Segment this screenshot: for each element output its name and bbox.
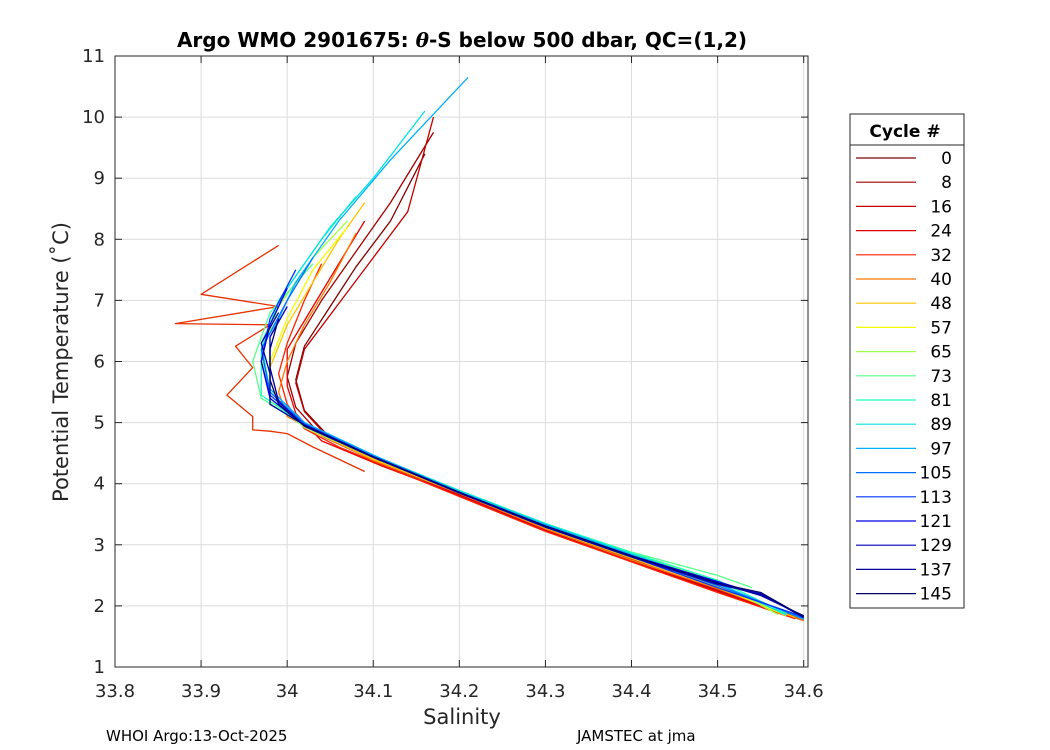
x-tick-label: 34.1 — [353, 681, 393, 702]
legend-label: 105 — [920, 464, 952, 484]
chart-title: Argo WMO 2901675: θ-S below 500 dbar, QC… — [177, 28, 747, 52]
legend-label: 137 — [920, 560, 952, 580]
legend-label: 113 — [920, 488, 952, 508]
legend-label: 57 — [930, 318, 952, 338]
series-lines — [174, 76, 805, 622]
y-tick-label: 11 — [82, 46, 105, 67]
series-line — [269, 76, 804, 620]
x-tick-label: 34.5 — [698, 681, 738, 702]
legend: Cycle # 0 8 16 24 32 40 48 57 65 73 81 89 97 105 113 12… — [849, 113, 965, 609]
legend-label: 16 — [930, 197, 952, 217]
legend-label: 8 — [941, 173, 952, 193]
y-tick-label: 3 — [94, 535, 105, 556]
chart-title-part-2: -S below 500 dbar, QC=(1,2) — [429, 28, 747, 52]
x-tick-label: 34 — [276, 681, 299, 702]
y-tick-label: 7 — [94, 290, 105, 311]
series-line — [277, 263, 796, 620]
legend-label: 0 — [941, 149, 952, 169]
series-line — [174, 244, 365, 473]
legend-label: 32 — [930, 246, 952, 266]
legend-label: 129 — [920, 536, 952, 556]
legend-label: 24 — [930, 222, 952, 242]
legend-label: 65 — [930, 343, 952, 363]
legend-label: 81 — [930, 391, 952, 411]
y-tick-label: 10 — [82, 107, 105, 128]
y-tick-label: 1 — [94, 657, 105, 678]
legend-entries: 0 8 16 24 32 40 48 57 65 73 81 89 97 105 113 121 129 137 1… — [856, 149, 952, 605]
legend-label: 145 — [920, 585, 952, 605]
legend-title: Cycle # — [869, 122, 940, 142]
series-line — [269, 318, 805, 618]
legend-box — [849, 113, 965, 609]
x-axis-ticks: 33.8 33.9 34 34.1 34.2 34.3 34.4 34.5 34.6 — [95, 56, 824, 702]
y-tick-label: 8 — [94, 229, 105, 250]
x-tick-label: 34.2 — [439, 681, 479, 702]
y-axis-label: Potential Temperature (˚C) — [49, 222, 73, 502]
x-tick-label: 34.3 — [525, 681, 565, 702]
footer-left: WHOI Argo:13-Oct-2025 — [106, 727, 287, 745]
x-tick-label: 34.6 — [784, 681, 824, 702]
legend-label: 48 — [930, 294, 952, 314]
y-tick-label: 2 — [94, 596, 105, 617]
y-tick-label: 5 — [94, 413, 105, 434]
y-axis-ticks: 1 2 3 4 5 6 7 8 9 10 11 — [82, 46, 808, 678]
y-tick-label: 9 — [94, 168, 105, 189]
chart-title-theta: θ — [416, 28, 430, 52]
x-tick-label: 34.4 — [611, 681, 651, 702]
legend-label: 121 — [920, 512, 952, 532]
x-axis-label: Salinity — [423, 705, 501, 729]
legend-label: 40 — [930, 270, 952, 290]
chart-title-part-1: Argo WMO 2901675: — [177, 28, 416, 52]
x-tick-label: 33.8 — [95, 681, 135, 702]
x-tick-label: 33.9 — [181, 681, 221, 702]
footer-right: JAMSTEC at jma — [576, 727, 696, 745]
y-tick-label: 4 — [94, 474, 105, 495]
legend-label: 97 — [930, 439, 952, 459]
y-tick-label: 6 — [94, 352, 105, 373]
legend-label: 89 — [930, 415, 952, 435]
legend-label: 73 — [930, 367, 952, 387]
